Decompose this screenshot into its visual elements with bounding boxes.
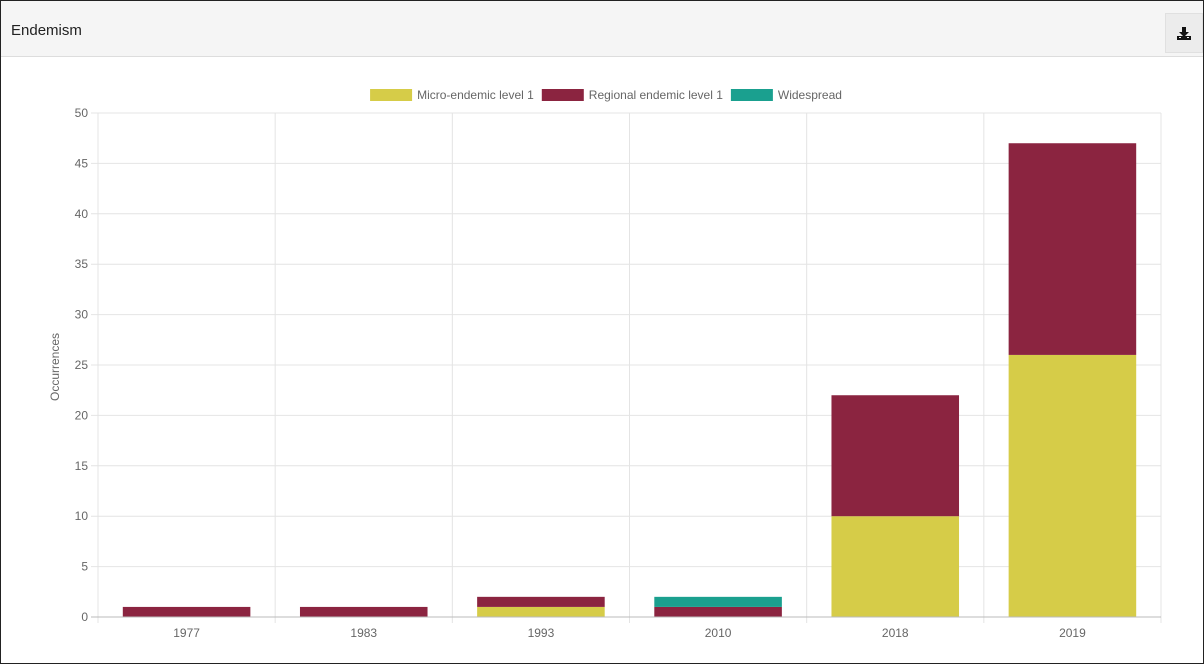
y-tick-label: 25 (75, 358, 89, 372)
y-tick-label: 10 (75, 509, 89, 523)
bar-segment (1008, 354, 1137, 617)
x-tick-label: 2010 (705, 626, 732, 640)
endemism-chart: Micro-endemic level 1 Regional endemic le… (48, 88, 1162, 640)
bar-segment (122, 606, 251, 617)
bar-segment (654, 596, 782, 607)
y-tick-label: 20 (75, 408, 89, 422)
chart-area: Micro-endemic level 1 Regional endemic le… (1, 57, 1203, 668)
legend-label: Widespread (778, 88, 842, 102)
axes: 0 5 10 15 20 25 30 35 40 45 50 1977 1983 1993 2010 2018… (75, 106, 1161, 640)
legend-swatch (541, 89, 584, 101)
download-icon (1177, 27, 1191, 40)
legend-label: Regional endemic level 1 (589, 88, 723, 102)
grid (91, 112, 1162, 623)
y-tick-label: 15 (75, 459, 89, 473)
y-axis-label: Occurrences (48, 333, 62, 401)
y-tick-label: 30 (75, 308, 89, 322)
y-tick-label: 35 (75, 257, 89, 271)
bars (122, 143, 1137, 617)
bar-segment (477, 596, 605, 607)
legend-item: Regional endemic level 1 (541, 88, 723, 102)
y-tick-label: 45 (75, 156, 89, 170)
legend-item: Micro-endemic level 1 (370, 88, 534, 102)
download-button[interactable] (1165, 13, 1203, 53)
legend-swatch (730, 89, 773, 101)
y-tick-label: 5 (81, 560, 88, 574)
bar-segment (1008, 143, 1137, 355)
y-tick-label: 50 (75, 106, 89, 120)
legend-item: Widespread (730, 88, 842, 102)
x-tick-label: 1983 (350, 626, 377, 640)
bar-segment (654, 606, 782, 617)
x-tick-label: 2019 (1059, 626, 1086, 640)
x-tick-label: 1977 (173, 626, 200, 640)
bar-segment (477, 606, 605, 617)
panel-title: Endemism (11, 22, 82, 39)
x-tick-label: 1993 (528, 626, 555, 640)
bar-segment (831, 395, 960, 517)
bar-segment (831, 516, 960, 617)
legend-swatch (370, 89, 413, 101)
legend: Micro-endemic level 1 Regional endemic le… (370, 88, 842, 102)
y-tick-label: 40 (75, 207, 89, 221)
bar-segment (299, 606, 428, 617)
panel-header: Endemism (1, 1, 1203, 57)
y-tick-label: 0 (81, 610, 88, 624)
x-tick-label: 2018 (882, 626, 909, 640)
legend-label: Micro-endemic level 1 (417, 88, 534, 102)
